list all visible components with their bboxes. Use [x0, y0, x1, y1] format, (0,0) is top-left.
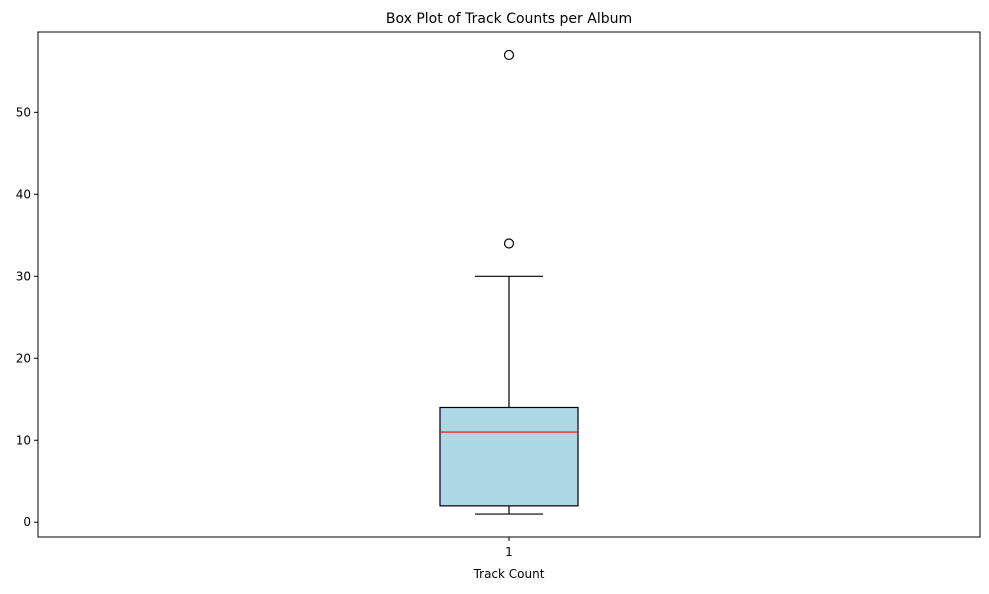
chart-title: Box Plot of Track Counts per Album [386, 11, 632, 27]
y-tick-label: 50 [16, 105, 31, 119]
outlier-point [503, 238, 515, 249]
x-axis: 1 [505, 537, 513, 559]
x-tick-label: 1 [505, 545, 513, 559]
y-tick-label: 40 [16, 187, 31, 201]
box-iqr [439, 406, 579, 507]
y-tick-label: 20 [16, 351, 31, 365]
y-tick-label: 30 [16, 269, 31, 283]
outlier-point [503, 49, 515, 61]
y-tick-label: 10 [16, 433, 31, 447]
x-axis-label: Track Count [473, 567, 545, 581]
y-axis: 0 10 20 30 40 50 [16, 105, 38, 529]
box-group [439, 49, 579, 515]
y-tick-label: 0 [23, 515, 31, 529]
